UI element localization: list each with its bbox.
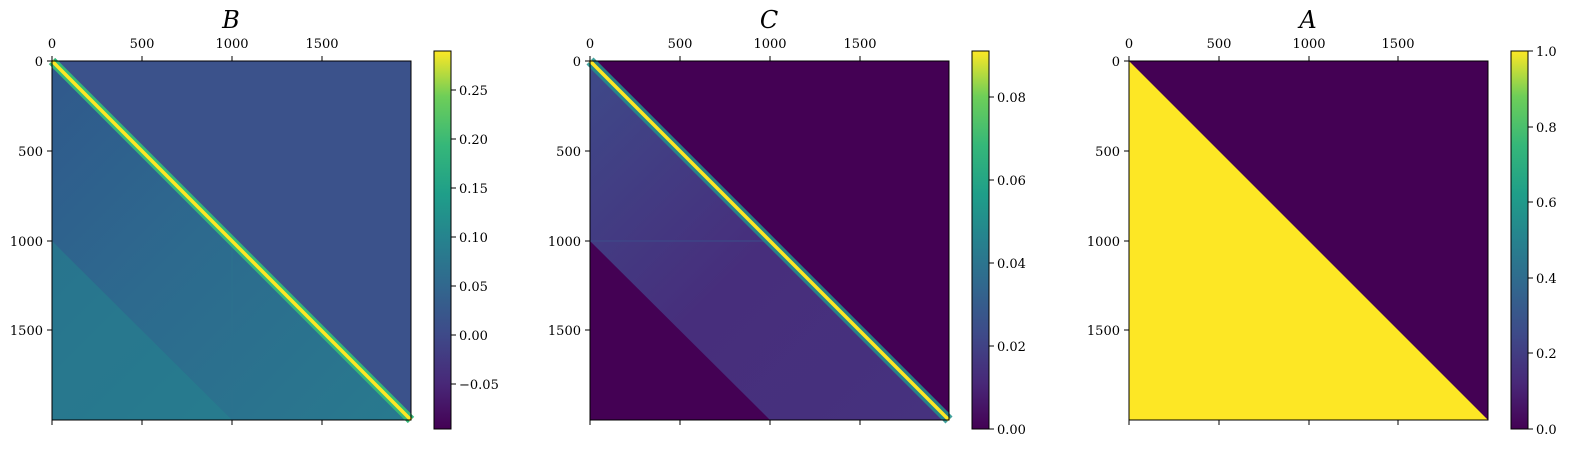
cbar-label-b-2: 0.05 [459,280,488,295]
ytick-label-c-2: 1000 [548,235,581,250]
ytick-label-b-1: 500 [18,145,43,160]
axis-ticks-b: 0 500 1000 1500 0 500 1000 1500 [10,37,339,425]
cbar-label-c-0: 0.00 [997,423,1026,438]
panel-c: C 0 500 1000 1500 0 [548,6,1026,438]
ytick-label-a-2: 1000 [1087,235,1120,250]
cbar-label-a-0: 0.0 [1536,423,1557,438]
xtick-label-c-0: 0 [586,37,594,52]
cbar-label-a-5: 1.0 [1536,45,1557,60]
panel-title-a: A [1297,6,1316,34]
ytick-label-a-3: 1500 [1087,324,1120,339]
cbar-label-c-4: 0.08 [997,91,1026,106]
ytick-label-c-1: 500 [556,145,581,160]
heatmap-a [1128,60,1489,421]
ytick-label-b-3: 1500 [10,324,43,339]
cbar-label-b-5: 0.20 [459,133,488,148]
cbar-label-c-1: 0.02 [997,340,1026,355]
cbar-label-a-4: 0.8 [1536,121,1557,136]
cbar-label-c-3: 0.06 [997,174,1026,189]
xtick-label-b-3: 1500 [305,37,338,52]
cbar-label-a-2: 0.4 [1536,272,1557,287]
xtick-label-c-1: 500 [668,37,693,52]
colorbar-a: 0.0 0.2 0.4 0.6 0.8 1.0 [1510,45,1557,438]
colorbar-b: −0.05 0.00 0.05 0.10 0.15 0.20 0.25 [433,50,499,430]
heatmap-b-lower-band [52,241,232,420]
panel-a: A 0 500 1000 1500 0 500 1000 150 [1087,6,1557,438]
axis-ticks-a: 0 500 1000 1500 0 500 1000 1500 [1087,37,1415,425]
colorbar-c: 0.00 0.02 0.04 0.06 0.08 [971,50,1026,438]
panel-title-b: B [221,6,240,34]
xtick-label-b-2: 1000 [215,37,248,52]
heatmap-c-diagonal [588,59,951,422]
xtick-label-b-1: 500 [130,37,155,52]
cbar-label-b-3: 0.10 [459,231,488,246]
heatmap-c [586,57,953,424]
cbar-label-b-6: 0.25 [459,84,488,99]
cbar-label-c-2: 0.04 [997,257,1026,272]
ytick-label-c-3: 1500 [548,324,581,339]
xtick-label-a-2: 1000 [1292,37,1325,52]
panel-b: B 0 500 1000 1500 0 [10,6,499,430]
ytick-label-c-0: 0 [573,55,581,70]
colorbar-c-bar [971,50,990,430]
xtick-label-a-3: 1500 [1381,37,1414,52]
xtick-label-a-1: 500 [1207,37,1232,52]
cbar-label-a-3: 0.6 [1536,196,1557,211]
colorbar-b-bar [433,50,452,430]
cbar-label-a-1: 0.2 [1536,347,1557,362]
xtick-label-c-2: 1000 [753,37,786,52]
cbar-label-b-1: 0.00 [459,329,488,344]
xtick-label-a-0: 0 [1125,37,1133,52]
ytick-label-b-2: 1000 [10,235,43,250]
ytick-label-a-0: 0 [1112,55,1120,70]
panel-title-c: C [760,6,778,34]
heatmap-a-lower-triangle [1129,61,1488,420]
xtick-label-c-3: 1500 [843,37,876,52]
ytick-label-a-1: 500 [1095,145,1120,160]
heatmap-c-lower-band [590,241,770,420]
colorbar-a-bar [1510,50,1529,430]
axis-ticks-c: 0 500 1000 1500 0 500 1000 1500 [548,37,877,425]
heatmap-b [48,57,415,424]
ytick-label-b-0: 0 [35,55,43,70]
heatmap-b-diagonal [50,59,413,422]
xtick-label-b-0: 0 [48,37,56,52]
cbar-label-b-4: 0.15 [459,182,488,197]
cbar-label-b-0: −0.05 [459,378,499,393]
